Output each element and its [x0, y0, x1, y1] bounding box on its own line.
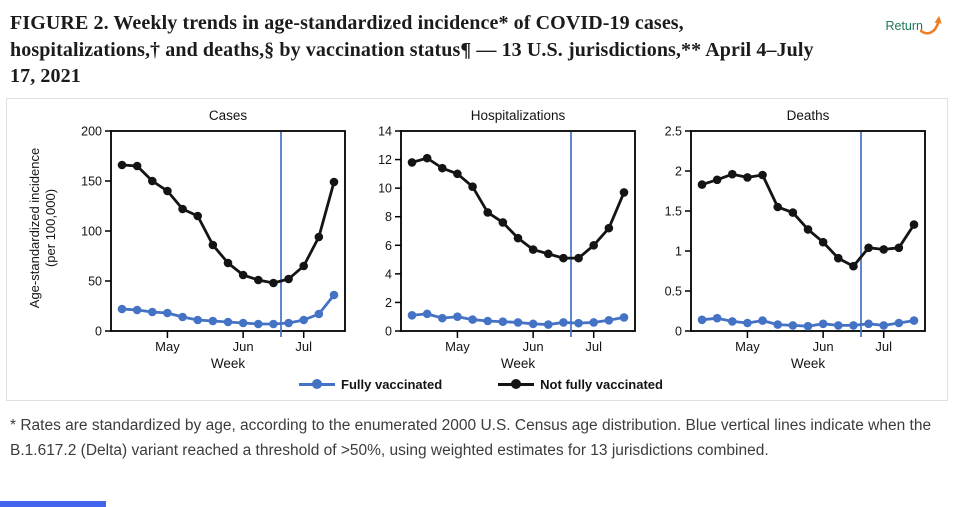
svg-text:Week: Week [501, 356, 536, 371]
svg-text:Jul: Jul [295, 339, 312, 354]
svg-text:Hospitalizations: Hospitalizations [471, 108, 566, 123]
footnote: * Rates are standardized by age, accordi… [10, 416, 932, 459]
svg-text:2.5: 2.5 [665, 124, 682, 138]
svg-text:May: May [155, 339, 180, 354]
figure-title-line1: FIGURE 2. Weekly trends in age-standardi… [10, 12, 684, 34]
svg-text:Jul: Jul [875, 339, 892, 354]
legend-label-not-fully-vaccinated: Not fully vaccinated [540, 376, 663, 392]
svg-text:May: May [735, 339, 760, 354]
figure-title: FIGURE 2. Weekly trends in age-standardi… [10, 10, 900, 90]
y-axis-label-line2: (per 100,000) [43, 189, 58, 268]
svg-text:100: 100 [81, 224, 102, 238]
svg-text:1: 1 [675, 244, 682, 258]
svg-text:0.5: 0.5 [665, 284, 682, 298]
svg-text:1.5: 1.5 [665, 204, 682, 218]
bottom-blue-bar [0, 501, 106, 507]
charts-row: Age-standardized incidence (per 100,000)… [19, 105, 943, 373]
svg-text:8: 8 [385, 210, 392, 224]
header: FIGURE 2. Weekly trends in age-standardi… [0, 0, 954, 94]
chart-hospitalizations: Hospitalizations 0 2 4 6 8 10 12 14 May Jun Jul Week [378, 108, 636, 371]
svg-text:12: 12 [378, 153, 392, 167]
figure-panel: Age-standardized incidence (per 100,000)… [6, 97, 948, 401]
return-label: Return [885, 19, 923, 33]
chart-deaths: Deaths 0 0.5 1 1.5 2 2.5 May Jun Jul Week [665, 108, 926, 371]
svg-text:Deaths: Deaths [787, 108, 830, 123]
svg-text:Jun: Jun [523, 339, 544, 354]
legend-marker-fully-vaccinated [299, 379, 336, 390]
svg-text:Jul: Jul [585, 339, 602, 354]
figure-title-line3: 17, 2021 [10, 65, 81, 88]
figure-title-line2: hospitalizations,† and deaths,§ by vacci… [10, 38, 814, 61]
svg-text:0: 0 [95, 324, 102, 338]
svg-text:Jun: Jun [233, 339, 254, 354]
svg-text:May: May [445, 339, 470, 354]
svg-text:Week: Week [791, 356, 826, 371]
svg-text:Cases: Cases [209, 108, 248, 123]
svg-text:0: 0 [675, 324, 682, 338]
chart-cases: Cases 0 50 100 150 200 May Jun Jul Week [81, 108, 346, 371]
legend-item-not-fully-vaccinated: Not fully vaccinated [498, 377, 663, 392]
svg-text:2: 2 [675, 164, 682, 178]
legend-marker-not-fully-vaccinated [498, 379, 535, 390]
svg-text:14: 14 [378, 124, 392, 138]
svg-text:10: 10 [378, 181, 392, 195]
svg-text:6: 6 [385, 239, 392, 253]
svg-text:Week: Week [211, 356, 246, 371]
svg-text:4: 4 [385, 267, 392, 281]
legend-item-fully-vaccinated: Fully vaccinated [299, 377, 442, 392]
legend-label-fully-vaccinated: Fully vaccinated [341, 376, 443, 392]
y-axis-label-line1: Age-standardized incidence [26, 147, 42, 309]
legend: Fully vaccinated Not fully vaccinated [19, 377, 943, 392]
svg-text:0: 0 [385, 324, 392, 338]
svg-text:150: 150 [81, 174, 102, 188]
svg-text:200: 200 [81, 124, 102, 138]
y-axis-label: Age-standardized incidence (per 100,000) [19, 105, 67, 373]
svg-text:Jun: Jun [813, 339, 834, 354]
svg-text:50: 50 [88, 274, 102, 288]
return-button[interactable]: Return [885, 13, 942, 37]
svg-text:2: 2 [385, 296, 392, 310]
return-arrow-icon [920, 15, 942, 35]
